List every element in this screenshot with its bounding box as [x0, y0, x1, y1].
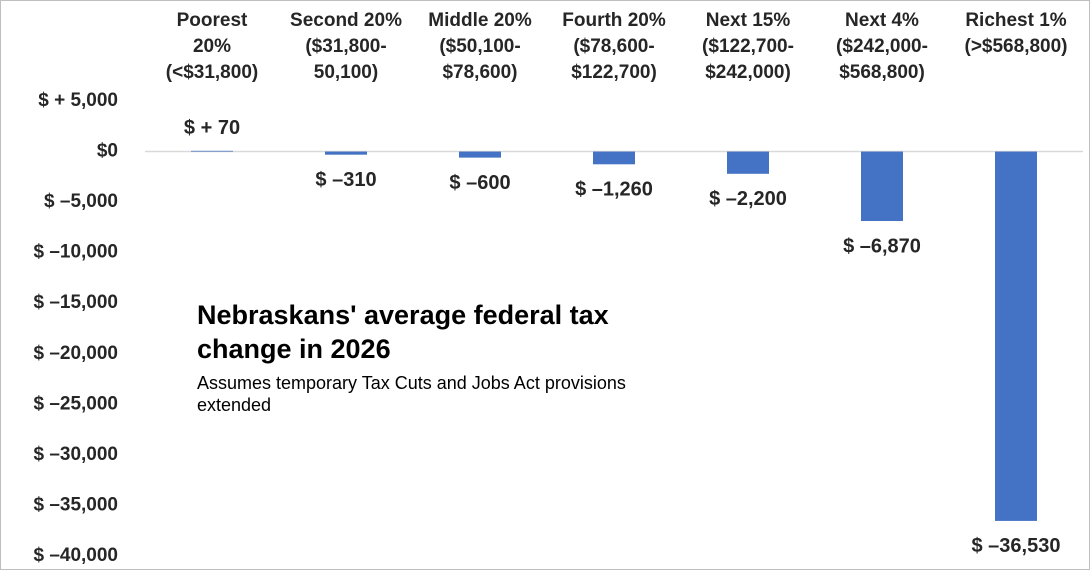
bar: [727, 151, 769, 174]
bar: [459, 151, 501, 158]
chart-title: Nebraskans' average federal tax change i…: [197, 300, 609, 364]
y-tick-label: $0: [97, 141, 118, 162]
x-tick-label: Next 4% ($242,000- $568,800): [836, 10, 928, 83]
bar: [995, 151, 1037, 521]
bar: [593, 151, 635, 165]
y-tick-label: $ –40,000: [33, 545, 118, 566]
data-label: $ –2,200: [709, 188, 787, 210]
x-tick-label: Poorest 20% (<$31,800): [165, 10, 259, 83]
y-tick-label: $ –25,000: [33, 393, 118, 414]
bar: [325, 151, 367, 155]
data-label: $ –6,870: [843, 235, 921, 257]
y-tick-label: $ –35,000: [33, 494, 118, 515]
data-label: $ –310: [315, 169, 376, 191]
chart-subtitle: Assumes temporary Tax Cuts and Jobs Act …: [197, 373, 626, 415]
data-label: $ –600: [449, 172, 510, 194]
data-label: $ + 70: [184, 117, 240, 139]
x-tick-label: Middle 20% ($50,100- $78,600): [428, 10, 532, 83]
x-tick-label: Richest 1% (>$568,800): [964, 10, 1068, 57]
bar: [861, 151, 903, 222]
x-tick-label: Fourth 20% ($78,600- $122,700): [562, 10, 666, 83]
x-tick-label: Second 20% ($31,800- 50,100): [290, 10, 402, 83]
y-tick-label: $ –20,000: [33, 343, 118, 364]
y-tick-label: $ –30,000: [33, 444, 118, 465]
bar: [191, 150, 233, 152]
data-label: $ –36,530: [972, 535, 1061, 557]
y-tick-label: $ –5,000: [44, 191, 118, 212]
y-tick-label: $ –15,000: [33, 292, 118, 313]
x-tick-label: Next 15% ($122,700- $242,000): [702, 10, 794, 83]
y-tick-label: $ + 5,000: [38, 90, 118, 111]
data-label: $ –1,260: [575, 179, 653, 201]
y-tick-label: $ –10,000: [33, 242, 118, 263]
